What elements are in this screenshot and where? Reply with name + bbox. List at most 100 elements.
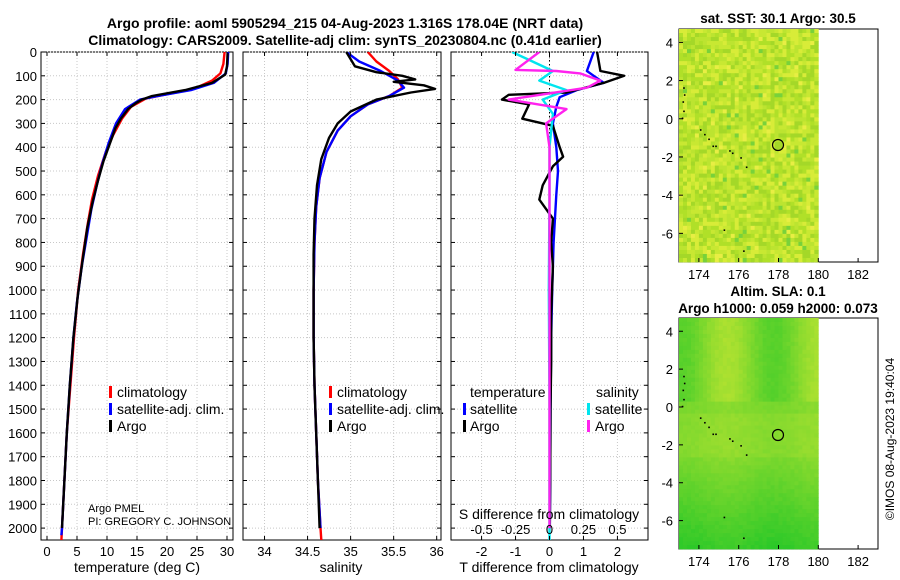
sst-heatmap: [679, 29, 819, 263]
heatmap-cell: [790, 61, 795, 66]
coastline-dot: [740, 157, 742, 159]
heatmap-cell: [710, 253, 716, 259]
heatmap-cell: [722, 185, 728, 191]
difference-legend: temperature satellite Argo salinity sate…: [463, 384, 643, 434]
heatmap-cell: [734, 65, 740, 70]
heatmap-cell: [690, 525, 696, 530]
heatmap-cell: [798, 505, 803, 510]
heatmap-cell: [730, 245, 736, 251]
heatmap-cell: [734, 85, 740, 90]
heatmap-cell: [734, 501, 740, 506]
heatmap-cell: [730, 329, 736, 335]
heatmap-cell: [686, 381, 692, 387]
heatmap-cell: [742, 417, 748, 422]
heatmap-cell: [806, 33, 811, 38]
heatmap-cell: [734, 61, 740, 66]
map-x-tick-label: 182: [847, 267, 869, 282]
heatmap-cell: [794, 89, 799, 94]
heatmap-cell: [770, 517, 775, 522]
heatmap-cell: [730, 65, 736, 70]
heatmap-cell: [806, 413, 811, 418]
heatmap-cell: [746, 225, 752, 231]
heatmap-cell: [698, 497, 704, 502]
heatmap-cell: [714, 189, 720, 195]
heatmap-cell: [742, 329, 748, 335]
heatmap-cell: [718, 105, 724, 110]
heatmap-cell: [702, 357, 708, 363]
heatmap-cell: [770, 401, 775, 407]
heatmap-cell: [738, 541, 744, 546]
heatmap-cell: [762, 141, 767, 146]
heatmap-cell: [802, 333, 807, 339]
heatmap-cell: [750, 29, 756, 34]
heatmap-cell: [682, 137, 688, 142]
heatmap-cell: [710, 217, 716, 223]
heatmap-cell: [814, 69, 819, 74]
heatmap-cell: [762, 233, 767, 239]
heatmap-cell: [698, 461, 704, 466]
heatmap-cell: [794, 325, 799, 331]
heatmap-cell: [690, 125, 696, 130]
heatmap-cell: [778, 501, 783, 506]
heatmap-cell: [722, 181, 728, 187]
heatmap-cell: [774, 377, 779, 383]
heatmap-cell: [774, 245, 779, 251]
heatmap-cell: [746, 369, 752, 375]
heatmap-cell: [694, 353, 700, 359]
heatmap-cell: [750, 521, 756, 526]
heatmap-cell: [718, 181, 724, 187]
heatmap-cell: [746, 318, 752, 323]
heatmap-cell: [679, 321, 684, 327]
heatmap-cell: [682, 513, 688, 518]
heatmap-cell: [762, 441, 767, 446]
heatmap-cell: [702, 117, 708, 122]
heatmap-cell: [810, 473, 815, 478]
heatmap-cell: [714, 125, 720, 130]
heatmap-cell: [798, 237, 803, 243]
heatmap-cell: [786, 173, 791, 179]
x-tick-label: 1: [580, 544, 587, 559]
heatmap-cell: [742, 145, 748, 150]
heatmap-cell: [790, 237, 795, 243]
heatmap-cell: [718, 413, 724, 418]
heatmap-cell: [714, 193, 720, 199]
heatmap-cell: [706, 153, 712, 158]
heatmap-cell: [750, 389, 756, 395]
heatmap-cell: [698, 185, 704, 191]
heatmap-cell: [694, 513, 700, 518]
heatmap-cell: [742, 433, 748, 438]
heatmap-cell: [690, 405, 696, 410]
heatmap-cell: [714, 318, 720, 323]
heatmap-cell: [742, 521, 748, 526]
heatmap-cell: [802, 513, 807, 518]
heatmap-cell: [802, 489, 807, 494]
heatmap-cell: [810, 149, 815, 154]
heatmap-cell: [774, 41, 779, 46]
heatmap-cell: [790, 437, 795, 442]
heatmap-cell: [814, 409, 819, 414]
heatmap-cell: [790, 405, 795, 410]
heatmap-cell: [774, 49, 779, 54]
heatmap-cell: [754, 209, 759, 215]
heatmap-cell: [679, 105, 684, 110]
heatmap-cell: [802, 33, 807, 38]
heatmap-cell: [686, 369, 692, 375]
heatmap-cell: [770, 329, 775, 335]
heatmap-cell: [758, 89, 763, 94]
heatmap-cell: [679, 65, 684, 70]
heatmap-cell: [782, 169, 787, 175]
heatmap-cell: [754, 153, 759, 158]
heatmap-cell: [698, 137, 704, 142]
heatmap-cell: [750, 253, 756, 259]
heatmap-cell: [754, 389, 759, 395]
heatmap-cell: [798, 469, 803, 474]
heatmap-cell: [794, 41, 799, 46]
heatmap-cell: [690, 145, 696, 150]
heatmap-cell: [782, 137, 787, 142]
heatmap-cell: [730, 341, 736, 347]
heatmap-cell: [738, 45, 744, 50]
heatmap-cell: [694, 489, 700, 494]
heatmap-cell: [742, 173, 748, 179]
heatmap-cell: [774, 213, 779, 219]
heatmap-cell: [806, 381, 811, 387]
